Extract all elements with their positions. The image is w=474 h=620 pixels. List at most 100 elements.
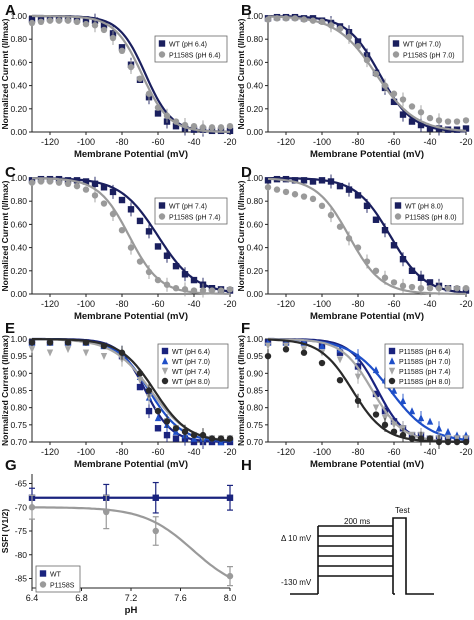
legend: P1158S (pH 6.4) P1158S (pH 7.0) P1158S (pH… <box>384 343 464 389</box>
data-point <box>136 370 144 377</box>
data-point <box>408 435 416 442</box>
data-point <box>318 18 326 25</box>
data-point <box>336 349 344 356</box>
y-tick-label: 1.00 <box>246 173 263 183</box>
legend: WT (pH 7.4) P1158S (pH 7.4) <box>154 197 228 225</box>
data-point <box>300 349 308 356</box>
y-tick-label: 0.60 <box>246 57 263 67</box>
y-tick-label: -65 <box>15 479 28 489</box>
legend-label: WT (pH 7.0) <box>403 42 441 49</box>
data-point <box>408 118 416 125</box>
data-point <box>345 186 353 193</box>
data-point <box>291 15 299 22</box>
data-point <box>417 109 425 116</box>
data-point <box>199 431 207 439</box>
x-tick-label: -20 <box>223 299 236 309</box>
data-point <box>152 494 159 501</box>
x-tick-label: -20 <box>223 447 236 457</box>
data-point <box>408 103 416 110</box>
data-point <box>226 494 234 501</box>
data-point <box>372 411 380 418</box>
data-point <box>100 352 108 360</box>
data-point <box>462 285 470 292</box>
data-point <box>282 188 290 196</box>
data-point <box>154 104 162 111</box>
legend-label: WT <box>50 572 62 579</box>
fit-curve <box>268 15 467 132</box>
data-point <box>100 342 108 350</box>
data-point <box>73 182 81 190</box>
data-point <box>190 431 198 439</box>
data-point <box>453 438 461 446</box>
data-point <box>444 438 452 446</box>
data-point <box>381 82 389 89</box>
data-point <box>55 17 63 24</box>
x-tick-label: -80 <box>115 447 128 457</box>
y-axis-label: Normalized Current (I/Imax) <box>236 18 246 129</box>
data-point <box>73 177 81 184</box>
data-point <box>190 438 198 446</box>
x-tick-label: -80 <box>351 299 364 309</box>
legend-label: WT (pH 8.0) <box>172 379 210 386</box>
y-tick-label: 0.40 <box>10 81 27 91</box>
fit-curve <box>268 338 466 443</box>
x-tick-label: -80 <box>115 299 128 309</box>
panel-h: H Δ 10 mV 200 ms Test -130 mV <box>241 457 434 595</box>
data-point <box>181 428 189 435</box>
data-point <box>408 283 416 291</box>
x-tick-label: -60 <box>151 299 164 309</box>
x-tick-label: -40 <box>423 137 436 147</box>
data-point <box>172 118 180 125</box>
y-tick-label: 0.40 <box>10 243 27 253</box>
x-tick-label: 7.2 <box>125 593 138 603</box>
data-point <box>390 98 398 106</box>
data-point <box>163 112 171 119</box>
data-point <box>145 387 153 394</box>
y-axis-label: Normalized Current (I/Imax) <box>236 180 246 291</box>
data-point <box>82 186 90 193</box>
y-tick-label: 1.00 <box>10 334 27 344</box>
data-point <box>91 192 99 199</box>
data-point <box>103 508 110 516</box>
x-tick-label: -120 <box>41 137 59 147</box>
panel-b: B -120 -100 -80 -60 -40 -20 0.00 0.20 0.40 0.60 0.8… <box>236 2 473 160</box>
fit-curve <box>268 15 466 133</box>
data-point <box>82 178 90 185</box>
data-point <box>399 431 407 439</box>
data-point <box>118 44 126 51</box>
fit-curve <box>32 14 230 133</box>
legend-marker <box>394 213 402 220</box>
data-point <box>82 339 90 346</box>
data-point <box>28 179 36 186</box>
data-point <box>28 346 36 354</box>
data-point <box>163 431 171 439</box>
data-point <box>217 435 225 442</box>
duration-label: 200 ms <box>344 517 370 526</box>
data-point <box>462 438 470 446</box>
data-point <box>46 349 54 357</box>
data-point <box>372 267 380 274</box>
data-point <box>381 274 389 281</box>
data-point <box>363 202 371 210</box>
data-point <box>100 22 108 29</box>
fit-curve <box>32 177 230 295</box>
legend-label: WT (pH 7.0) <box>172 359 210 366</box>
data-point <box>282 15 290 22</box>
panel-a: A -120 -100 -80 -60 -40 -20 0.00 0.20 0.40 0.60 0.8… <box>0 2 237 160</box>
legend-marker <box>388 357 396 365</box>
data-point <box>309 178 317 185</box>
y-tick-label: 0.85 <box>10 386 27 396</box>
data-point <box>118 356 126 364</box>
data-point <box>354 38 362 45</box>
legend-label: P1158S (pH 8.0) <box>399 379 451 386</box>
series-1 <box>264 177 470 296</box>
y-tick-label: 0.80 <box>10 196 27 206</box>
legend-label: P1158S <box>50 583 75 590</box>
data-point <box>399 256 407 263</box>
data-point <box>435 117 443 124</box>
y-tick-label: 0.00 <box>246 127 263 137</box>
x-tick-label: -120 <box>277 447 295 457</box>
series-3 <box>28 338 234 443</box>
x-axis-label: pH <box>125 605 138 616</box>
data-point <box>154 276 162 284</box>
